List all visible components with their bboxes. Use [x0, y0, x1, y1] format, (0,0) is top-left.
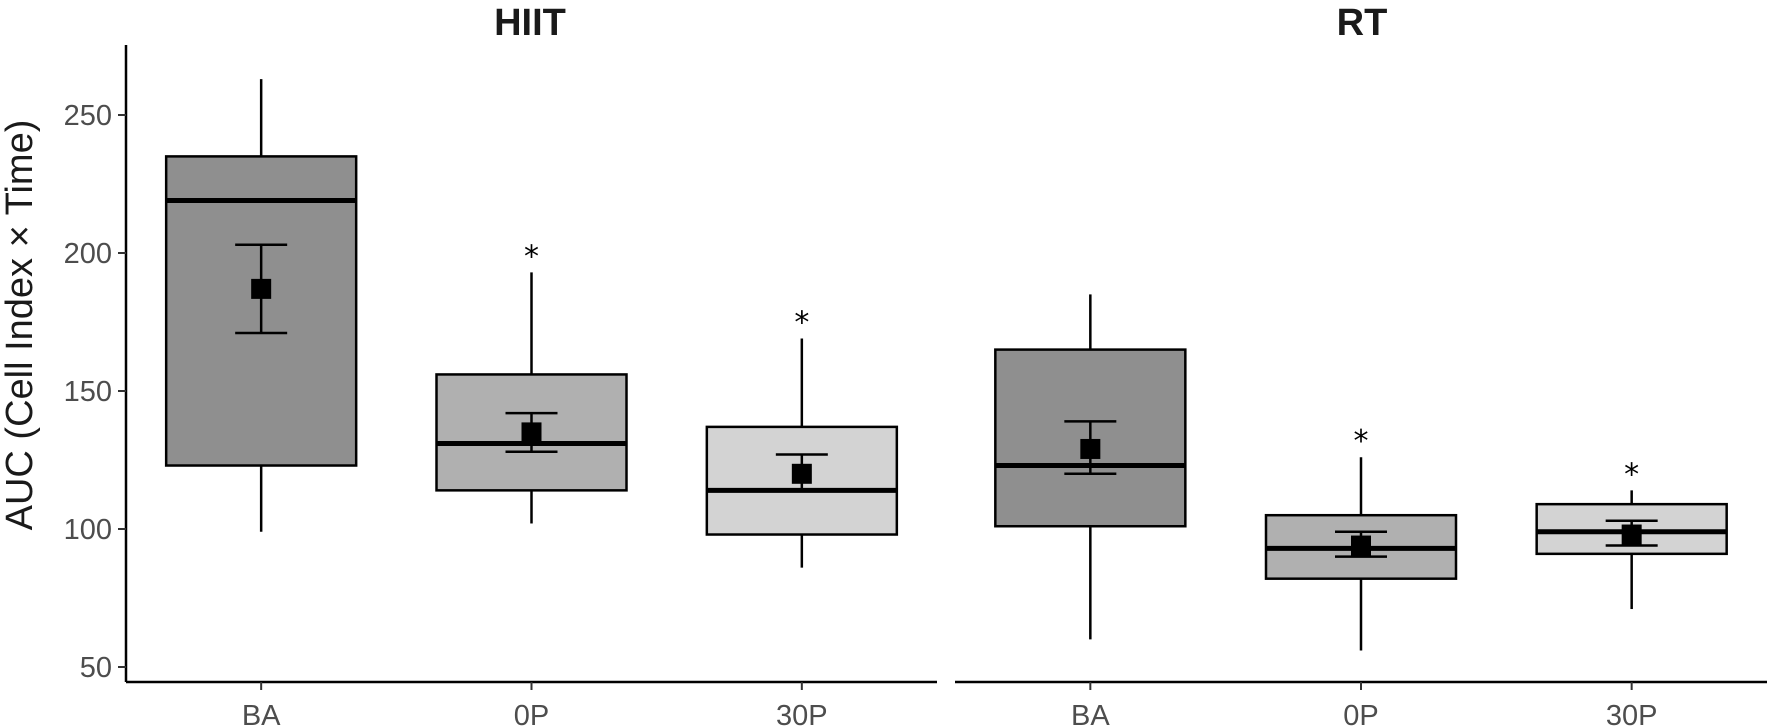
significance-marker: * — [524, 239, 539, 274]
y-tick-label: 100 — [64, 514, 112, 546]
y-tick-label: 50 — [80, 652, 112, 684]
group-0p: * 0P — [1264, 424, 1458, 728]
mean-marker — [791, 463, 812, 484]
panel-title: HIIT — [494, 2, 566, 44]
y-axis-title: AUC (Cell Index × Time) — [0, 120, 41, 531]
group-0p: * 0P — [435, 239, 628, 728]
mean-marker — [1621, 524, 1642, 545]
group-ba: BA — [164, 79, 358, 728]
y-tick-label: 200 — [64, 238, 112, 270]
box — [164, 155, 358, 467]
x-tick-label: 30P — [776, 700, 828, 728]
x-tick-label: BA — [242, 700, 281, 728]
panel-hiit: HIIT BA * 0P * 30P — [126, 2, 937, 728]
significance-marker: * — [1624, 457, 1639, 492]
mean-marker — [251, 278, 272, 299]
significance-marker: * — [1354, 424, 1369, 459]
x-tick-label: 0P — [1343, 700, 1378, 728]
panel-title: RT — [1337, 2, 1388, 44]
group-ba: BA — [994, 294, 1187, 728]
y-tick-label: 150 — [64, 376, 112, 408]
mean-marker — [521, 422, 542, 443]
x-tick-label: 0P — [514, 700, 549, 728]
x-tick-label: BA — [1071, 700, 1110, 728]
mean-marker — [1351, 535, 1371, 556]
significance-marker: * — [794, 306, 809, 341]
group-30p: * 30P — [1535, 457, 1728, 728]
panel-rt: RT BA * 0P * 30P — [955, 2, 1767, 728]
mean-marker — [1080, 438, 1101, 459]
y-tick-label: 250 — [64, 100, 112, 132]
group-30p: * 30P — [705, 306, 899, 728]
x-tick-label: 30P — [1606, 700, 1658, 728]
